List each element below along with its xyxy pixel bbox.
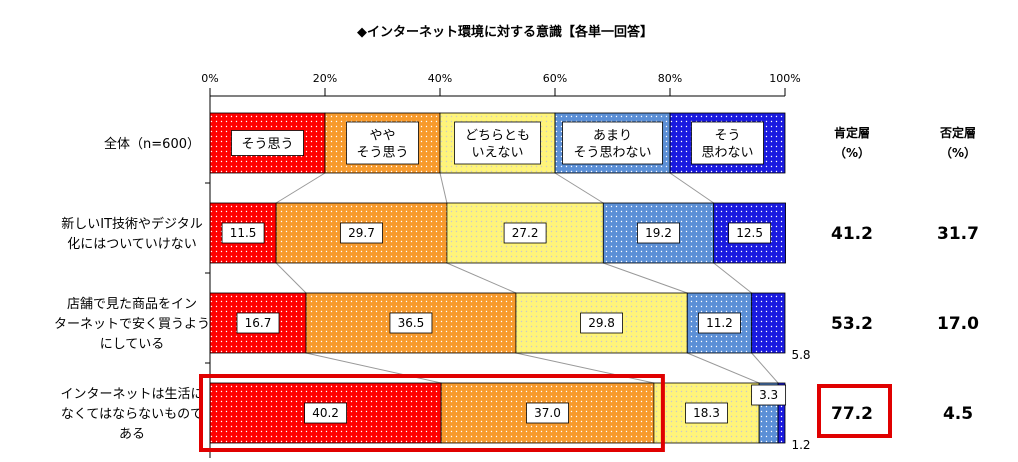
legend-label: そう思わない bbox=[573, 146, 651, 161]
data-label-box bbox=[685, 402, 728, 424]
legend-label: そう思う bbox=[241, 137, 293, 152]
series-connector-line bbox=[554, 172, 604, 204]
affirm-value: 77.2 bbox=[831, 404, 873, 424]
row-label: 新しいIT技術やデジタル bbox=[61, 216, 203, 232]
data-label: 3.3 bbox=[759, 388, 778, 402]
series-connector-line bbox=[669, 172, 714, 204]
legend-label: そう思う bbox=[356, 146, 408, 161]
legend-label-box bbox=[454, 121, 541, 165]
legend-label: そう bbox=[714, 129, 740, 144]
legend-label: 思わない bbox=[701, 146, 753, 161]
row-label: にしている bbox=[100, 337, 165, 352]
row-label: ある bbox=[119, 427, 145, 442]
legend-label: やや bbox=[369, 129, 395, 144]
affirm-value: 41.2 bbox=[831, 224, 873, 244]
row-label: インターネットは生活に bbox=[60, 387, 203, 402]
row-label: なくてはならないもので bbox=[61, 407, 203, 422]
row-label: 店舗で見た商品をイン bbox=[67, 297, 197, 312]
deny-header: （%） bbox=[940, 145, 976, 160]
highlight-box-affirm bbox=[817, 384, 892, 438]
deny-header: 否定層 bbox=[939, 125, 976, 140]
x-tick-label: 60% bbox=[543, 72, 567, 85]
data-label-box bbox=[728, 222, 772, 244]
data-label: 37.0 bbox=[534, 406, 561, 420]
affirm-value: 53.2 bbox=[831, 314, 873, 334]
series-connector-line bbox=[275, 262, 307, 294]
bar-segment bbox=[777, 382, 786, 444]
row-label: 化にはついていけない bbox=[67, 237, 197, 252]
legend-label-box bbox=[231, 130, 304, 156]
data-label-box bbox=[580, 312, 623, 334]
data-label: 18.3 bbox=[693, 406, 720, 420]
bar-segment bbox=[751, 292, 786, 354]
series-connector-line bbox=[439, 172, 448, 204]
data-label: 29.8 bbox=[588, 316, 615, 330]
x-tick-label: 100% bbox=[769, 72, 800, 85]
x-tick-label: 20% bbox=[313, 72, 337, 85]
data-label: 5.8 bbox=[791, 348, 810, 362]
x-tick-label: 0% bbox=[201, 72, 218, 85]
chart-title: ◆インターネット環境に対する意識【各単一回答】 bbox=[357, 24, 653, 40]
data-label-box bbox=[698, 312, 741, 334]
data-label: 1.2 bbox=[791, 438, 810, 452]
legend-label-box bbox=[562, 121, 663, 165]
affirm-header: （%） bbox=[834, 145, 870, 160]
row-label: ターネットで安く買うよう bbox=[54, 317, 210, 332]
series-connector-line bbox=[713, 262, 752, 294]
x-tick-label: 80% bbox=[658, 72, 682, 85]
bar-segment bbox=[209, 202, 277, 264]
series-connector-line bbox=[305, 352, 442, 384]
data-label: 40.2 bbox=[312, 406, 339, 420]
data-label-box bbox=[304, 402, 347, 424]
series-connector-line bbox=[446, 262, 517, 294]
series-connector-line bbox=[751, 352, 779, 384]
deny-value: 31.7 bbox=[937, 224, 979, 244]
legend-label: いえない bbox=[471, 146, 523, 161]
series-connector-line bbox=[603, 262, 688, 294]
series-connector-line bbox=[275, 172, 326, 204]
data-label: 19.2 bbox=[645, 226, 672, 240]
x-tick-label: 40% bbox=[428, 72, 452, 85]
data-label-box bbox=[236, 312, 280, 334]
legend-label: あまり bbox=[593, 129, 632, 144]
data-label: 16.7 bbox=[245, 316, 272, 330]
data-label: 27.2 bbox=[512, 226, 539, 240]
data-label-box bbox=[526, 402, 569, 424]
data-label: 11.2 bbox=[706, 316, 733, 330]
row-label-overall: 全体（n=600） bbox=[104, 136, 200, 152]
data-label-box bbox=[389, 312, 433, 334]
data-label-box bbox=[751, 384, 787, 406]
deny-value: 17.0 bbox=[937, 314, 979, 334]
data-label-box bbox=[503, 222, 547, 244]
data-label: 29.7 bbox=[348, 226, 375, 240]
affirm-header: 肯定層 bbox=[834, 125, 870, 140]
series-connector-line bbox=[515, 352, 655, 384]
highlight-box-bar bbox=[199, 374, 665, 452]
deny-value: 4.5 bbox=[943, 404, 973, 424]
legend-label-box bbox=[691, 121, 764, 165]
data-label-box bbox=[637, 222, 680, 244]
data-label: 11.5 bbox=[230, 226, 257, 240]
legend-label-box bbox=[346, 121, 419, 165]
data-label: 36.5 bbox=[398, 316, 425, 330]
series-connector-line bbox=[687, 352, 760, 384]
data-label: 12.5 bbox=[736, 226, 763, 240]
data-label-box bbox=[340, 222, 383, 244]
data-label-box bbox=[221, 222, 265, 244]
legend-label: どちらとも bbox=[465, 129, 530, 144]
